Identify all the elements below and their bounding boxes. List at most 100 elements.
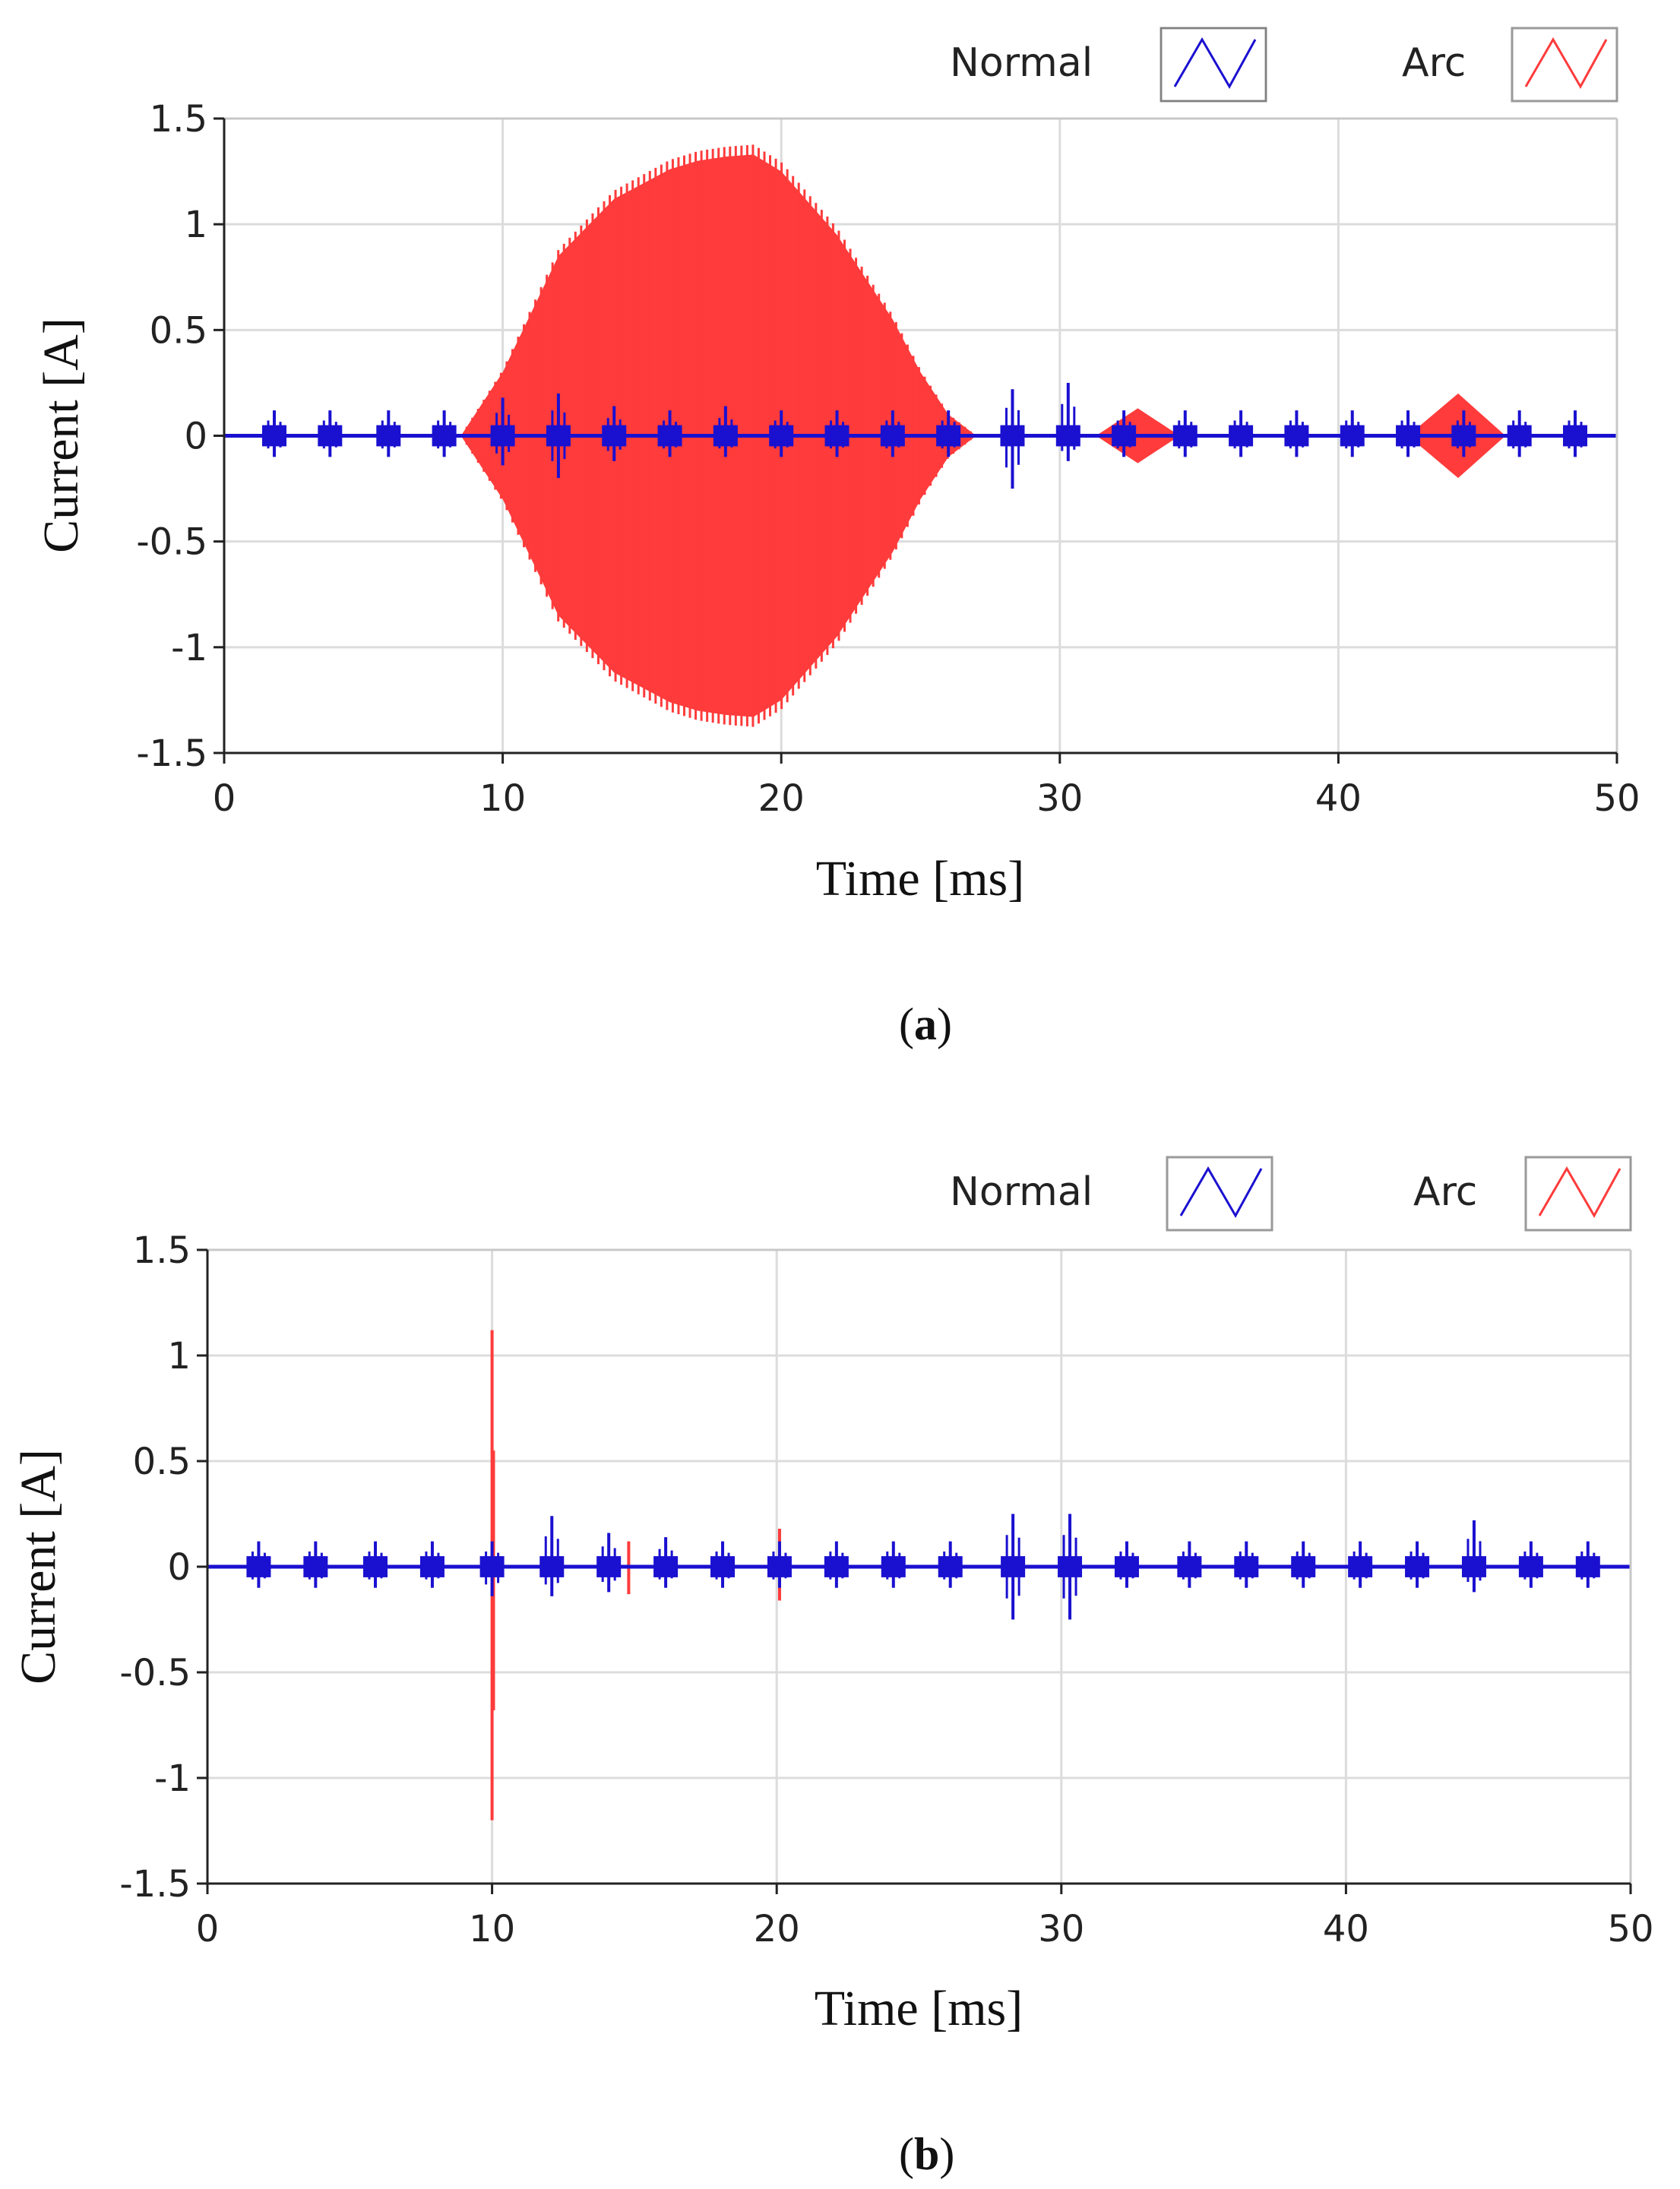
normal-spike [1291,1541,1316,1588]
y-tick-label: 0 [167,1546,191,1589]
normal-spike [419,1541,445,1588]
y-tick-label: -0.5 [119,1652,191,1694]
y-axis-title: Current [A] [33,318,89,553]
normal-spike [1177,1541,1202,1588]
normal-series-marks [207,1514,1631,1620]
y-tick-label: 1.5 [133,1229,191,1272]
normal-spike [490,397,515,466]
normal-spike [1229,410,1254,457]
normal-spike [713,406,738,457]
normal-series-marks [224,382,1617,489]
normal-spike [880,410,905,457]
x-ticks: 0 10 20 30 40 50 [196,1884,1654,1950]
normal-spike [1451,410,1476,457]
x-tick-label: 30 [1038,1908,1084,1950]
normal-spike [936,410,961,457]
y-tick-label: 1.5 [150,98,207,141]
x-tick-label: 20 [754,1908,800,1950]
normal-spike [479,1541,505,1596]
x-tick-label: 40 [1315,777,1362,820]
normal-spike [1284,410,1309,457]
legend: Normal Arc [950,27,1618,103]
y-tick-label: -1.5 [136,732,207,775]
x-tick-label: 40 [1323,1908,1369,1950]
x-ticks: 0 10 20 30 40 50 [213,753,1640,820]
normal-spike [1405,1541,1430,1588]
normal-spike [1000,389,1025,489]
normal-spike [824,410,849,457]
legend-swatch-arc [1524,1156,1632,1232]
normal-spike [363,1541,388,1588]
normal-spike [1340,410,1365,457]
x-tick-label: 10 [469,1908,515,1950]
y-tick-label: 1 [167,1335,191,1378]
normal-spike [602,406,627,461]
y-tick-label: -0.5 [136,521,207,564]
panel-letter-b: b [914,2129,939,2179]
y-tick-label: -1 [171,627,207,669]
normal-spike [938,1541,963,1588]
normal-spike [246,1541,271,1588]
legend-swatch-normal [1160,27,1267,103]
normal-spike [1563,410,1588,457]
legend-label-arc: Arc [1402,40,1466,86]
normal-spike [1172,410,1198,457]
y-ticks: 1.5 1 0.5 0 -0.5 -1 -1.5 [136,98,224,775]
legend-label-arc: Arc [1413,1169,1477,1215]
x-tick-label: 50 [1607,1908,1653,1950]
normal-spike [432,410,457,457]
normal-spike [767,1541,792,1588]
svg-text:(b): (b) [899,2129,954,2179]
y-tick-label: 0.5 [150,309,207,352]
normal-spike [261,410,286,457]
x-tick-label: 0 [213,777,236,820]
panel-label-b: (b) [899,2129,954,2179]
x-tick-label: 30 [1036,777,1083,820]
y-tick-label: 0.5 [133,1441,191,1483]
svg-text:(a): (a) [899,999,952,1049]
panel-label-a: (a) [899,999,952,1049]
normal-spike [657,410,682,457]
normal-spike [546,393,571,479]
normal-spike [318,410,343,457]
legend-swatch-normal [1166,1156,1273,1232]
legend-label-normal: Normal [950,40,1093,86]
normal-spike [881,1541,906,1588]
normal-spike [376,410,401,457]
panel-letter-a: a [914,999,937,1049]
normal-spike [1112,410,1137,457]
normal-spike [1114,1541,1139,1588]
normal-spike [1234,1541,1259,1588]
normal-spike [596,1533,622,1593]
normal-spike [653,1537,679,1588]
normal-spike [539,1516,565,1596]
normal-spike [824,1541,849,1588]
y-axis-title: Current [A] [11,1449,66,1684]
normal-spike [769,410,794,457]
normal-spike [1055,382,1080,461]
chart-panel-a: 1.5 1 0.5 0 -0.5 -1 -1.5 0 10 20 30 40 50 Normal Ar… [33,27,1640,1049]
normal-spike [303,1541,328,1588]
normal-spike [1518,1541,1543,1588]
normal-spike [1348,1541,1373,1588]
x-axis-title: Time [ms] [815,1981,1023,2036]
normal-spike [1058,1514,1083,1620]
x-axis-title: Time [ms] [816,851,1024,906]
y-tick-label: 0 [184,416,207,458]
normal-spike [1507,410,1532,457]
y-tick-label: -1.5 [119,1863,191,1906]
y-tick-label: -1 [154,1757,191,1800]
normal-spike [1001,1514,1026,1620]
x-tick-label: 50 [1593,777,1640,820]
legend-swatch-arc [1511,27,1618,103]
chart-panel-b: 1.5 1 0.5 0 -0.5 -1 -1.5 0 10 20 30 40 50 Normal Ar… [11,1156,1654,2179]
y-ticks: 1.5 1 0.5 0 -0.5 -1 -1.5 [119,1229,207,1906]
normal-spike [710,1541,736,1588]
normal-spike [1575,1541,1600,1588]
normal-spike [1396,410,1421,457]
x-tick-label: 20 [758,777,805,820]
normal-spike [1461,1520,1486,1593]
legend: Normal Arc [950,1156,1632,1232]
legend-label-normal: Normal [950,1169,1093,1215]
